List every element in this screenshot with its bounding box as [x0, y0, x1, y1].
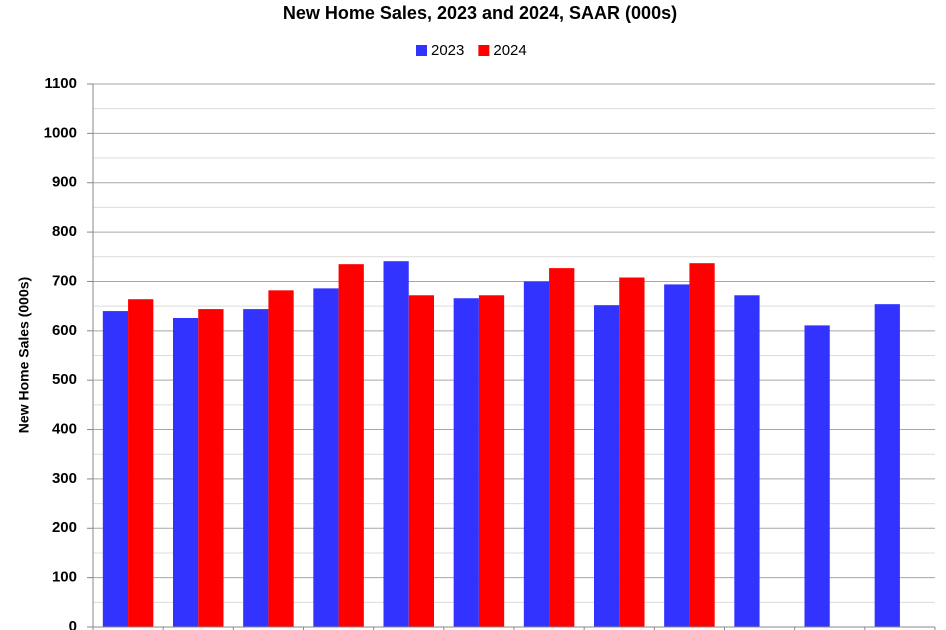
y-tick-label: 500 [52, 371, 77, 388]
bar [268, 290, 294, 627]
bar [243, 309, 269, 627]
chart-title: New Home Sales, 2023 and 2024, SAAR (000… [283, 3, 677, 23]
legend-label: 2023 [431, 42, 464, 59]
y-tick-label: 400 [52, 421, 77, 438]
y-tick-label: 1100 [44, 75, 77, 92]
y-tick-label: 200 [52, 519, 77, 536]
legend-swatch [478, 45, 490, 56]
bar [734, 295, 760, 627]
bar [383, 261, 409, 627]
y-tick-label: 0 [69, 618, 77, 630]
bar [453, 298, 479, 627]
bar [523, 281, 550, 627]
y-axis-title: New Home Sales (000s) [16, 277, 32, 433]
bar [549, 268, 575, 627]
bar [593, 305, 620, 627]
bar [338, 264, 364, 627]
bar [313, 288, 339, 627]
bar [874, 304, 900, 627]
bar [128, 299, 154, 627]
bar [804, 325, 830, 627]
bar [689, 263, 715, 627]
y-tick-label: 100 [52, 569, 77, 586]
bar [478, 295, 505, 627]
y-tick-label: 1000 [44, 124, 77, 141]
bar [198, 309, 224, 627]
bar [664, 284, 690, 627]
bar [619, 277, 645, 627]
bar [102, 311, 129, 627]
legend-label: 2024 [493, 42, 526, 59]
y-tick-label: 300 [52, 470, 77, 487]
y-tick-label: 800 [52, 223, 77, 240]
bar [408, 295, 435, 627]
y-tick-label: 700 [52, 272, 77, 289]
bar [172, 317, 199, 627]
y-tick-label: 600 [52, 322, 77, 339]
legend-swatch [416, 45, 427, 56]
y-tick-label: 900 [52, 174, 77, 191]
